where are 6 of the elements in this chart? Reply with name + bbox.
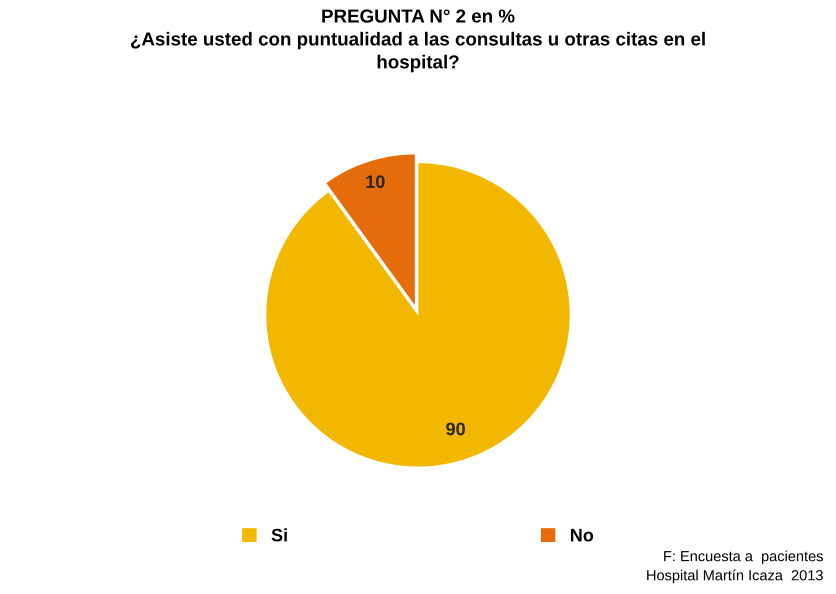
legend-label: Si — [272, 528, 287, 542]
data-label: 90 — [446, 422, 465, 436]
data-label: 10 — [366, 175, 385, 188]
text: F: Encuesta a pacientes Hospital Martín Icaza 2013 — [647, 550, 823, 584]
chart-title: PREGUNTA N° 2 en % ¿Asiste usted con puntualidad a las consultas u otras citas en el hospital? — [130, 9, 705, 72]
legend-label: No — [570, 528, 594, 542]
